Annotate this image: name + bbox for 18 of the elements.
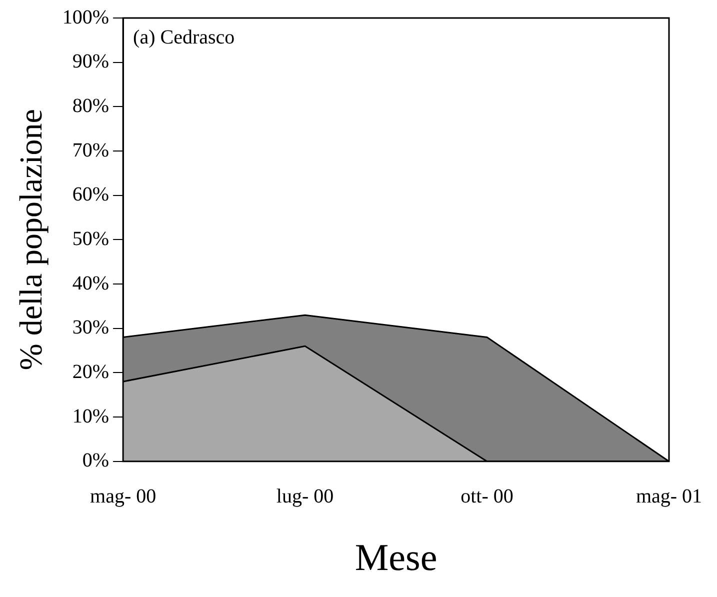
y-tick-label: 70%: [72, 139, 110, 162]
y-tick-label: 10%: [72, 405, 110, 428]
x-tick-label: ott- 00: [460, 486, 514, 508]
y-tick-label: 50%: [72, 228, 110, 250]
y-tick-label: 60%: [72, 184, 110, 206]
y-tick-label: 0%: [82, 450, 110, 472]
y-axis-title: % della popolazione: [12, 109, 49, 370]
y-tick-label: 40%: [72, 272, 110, 294]
x-axis-title: Mese: [354, 537, 438, 580]
y-tick-label: 100%: [62, 6, 110, 28]
y-tick-label: 90%: [72, 50, 110, 73]
x-tick-label: mag- 00: [90, 486, 156, 508]
y-tick-label: 20%: [72, 360, 110, 383]
x-tick-label: mag- 01: [636, 486, 702, 508]
y-tick-label: 30%: [72, 316, 110, 339]
annotation: (a) Cedrasco: [133, 26, 235, 48]
x-tick-label: lug- 00: [276, 486, 334, 508]
y-tick-label: 80%: [72, 94, 110, 117]
